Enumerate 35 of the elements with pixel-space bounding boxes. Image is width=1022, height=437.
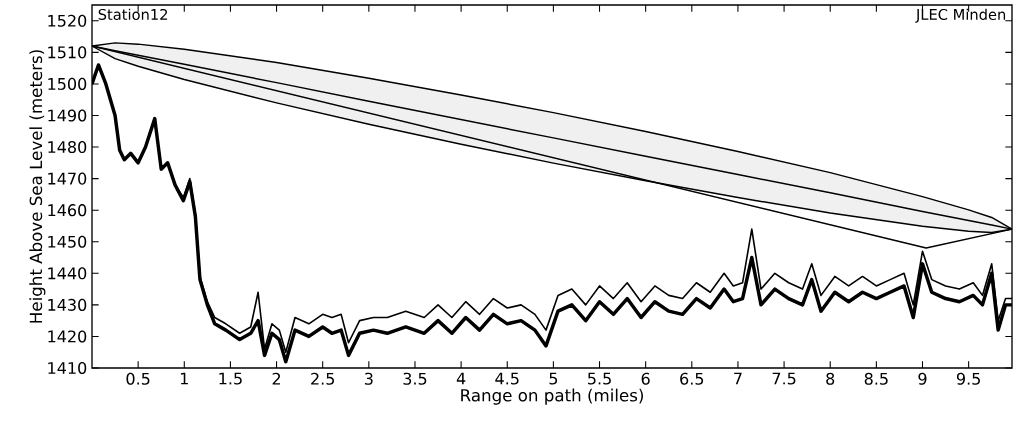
x-tick-label: 8	[826, 372, 835, 385]
x-tick-label: 3.5	[403, 372, 427, 385]
x-tick-label: 8.5	[864, 372, 888, 385]
x-tick-label: 6.5	[680, 372, 704, 385]
y-tick-label: 1420	[48, 330, 87, 343]
y-tick-label: 1430	[48, 298, 87, 311]
x-tick-label: 1.5	[219, 372, 242, 385]
y-tick-label: 1510	[48, 46, 87, 59]
y-tick-label: 1450	[48, 235, 87, 248]
y-tick-label: 1460	[48, 204, 87, 217]
x-tick-label: 5.5	[588, 372, 611, 385]
y-tick-label: 1440	[48, 267, 87, 280]
y-tick-label: 1410	[48, 361, 87, 375]
x-tick-label: 7.5	[772, 372, 796, 385]
x-tick-label: 2	[272, 372, 281, 385]
x-tick-label: 1	[180, 372, 188, 385]
x-tick-label: 7	[734, 372, 742, 385]
y-tick-label: 1500	[48, 77, 87, 90]
y-tick-label: 1480	[48, 140, 87, 154]
x-tick-label: 6	[641, 372, 650, 385]
x-tick-label: 9	[918, 372, 927, 385]
annotation: Station12	[98, 8, 168, 21]
y-tick-label: 1520	[48, 14, 87, 27]
annotation: JLEC Minden	[915, 8, 1006, 23]
y-axis-title: Height Above Sea Level (meters)	[29, 50, 46, 323]
x-axis-title: Range on path (miles)	[461, 388, 643, 405]
y-tick-label: 1470	[48, 172, 87, 185]
x-tick-label: 0.5	[126, 372, 150, 385]
x-tick-label: 5	[549, 372, 558, 385]
x-tick-label: 3	[364, 372, 373, 385]
x-tick-label: 2.5	[311, 372, 335, 385]
y-tick-label: 1490	[48, 109, 87, 122]
x-tick-label: 4.5	[495, 372, 519, 385]
x-tick-label: 9.5	[956, 372, 980, 385]
x-tick-label: 4	[456, 372, 466, 385]
